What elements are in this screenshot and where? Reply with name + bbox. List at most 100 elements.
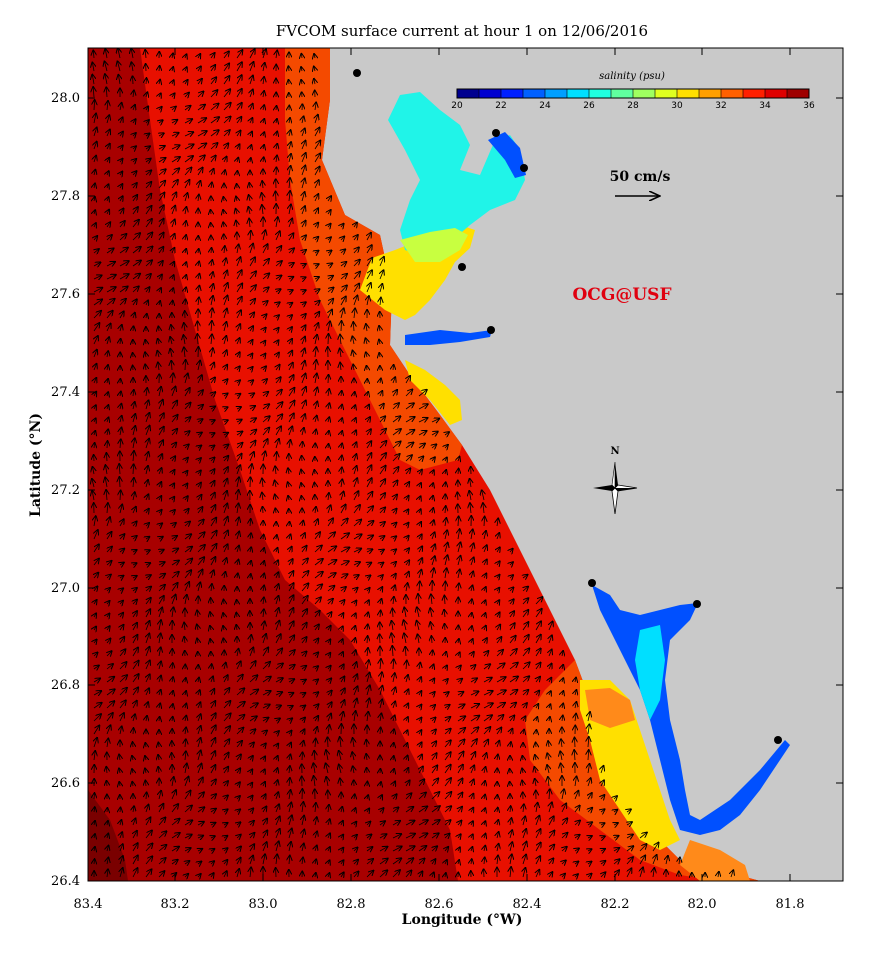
current-vector [352,336,354,345]
colorbar-swatch [457,89,480,98]
current-vector [276,231,280,241]
current-vector [120,172,122,175]
current-vector [106,299,115,306]
current-vector [301,483,302,487]
current-vector [119,464,120,475]
current-vector [276,217,278,228]
current-vector [158,205,164,215]
current-vector [354,430,356,435]
current-vector [94,128,97,137]
current-vector [171,157,180,163]
current-vector [198,361,200,371]
current-vector [133,159,136,162]
current-vector [146,287,150,292]
compass-north-label: N [610,446,619,457]
current-vector [120,491,121,501]
current-vector [211,321,212,332]
x-tick-label: 82.6 [425,897,454,912]
colorbar-swatch [655,89,678,98]
current-vector [289,303,292,305]
current-vector [237,131,241,136]
current-vector [328,334,329,345]
current-vector [223,64,229,72]
current-vector [237,245,239,254]
current-vector [197,131,207,137]
current-vector [132,261,141,267]
current-vector [315,374,317,384]
current-vector [249,430,256,436]
current-vector [224,271,227,280]
current-vector [94,236,97,240]
current-vector [275,402,283,410]
current-vector [158,158,166,162]
colorbar-swatch [545,89,568,98]
current-vector [250,406,255,409]
current-vector [340,274,347,279]
current-vector [159,120,163,123]
current-vector [392,429,401,436]
current-vector [185,445,189,449]
current-vector [185,67,187,71]
current-vector [380,379,381,384]
current-vector [107,351,108,358]
current-vector [184,323,185,332]
current-vector [223,103,231,111]
current-vector [393,365,394,370]
current-vector [302,428,304,436]
current-vector [171,401,177,410]
current-vector [146,426,150,436]
current-vector [328,375,329,384]
current-vector [159,440,163,449]
current-vector [107,365,108,370]
current-vector [328,276,333,279]
current-vector [367,453,371,462]
current-vector [328,263,332,266]
current-vector [198,249,199,253]
peace-river-mid [635,625,665,720]
current-vector [133,313,135,318]
current-vector [94,197,95,201]
current-vector [94,378,96,383]
current-vector [146,274,151,279]
current-vector [236,284,242,293]
current-vector [119,274,129,280]
current-vector [172,429,177,436]
current-vector [107,337,109,345]
current-vector [132,220,139,228]
current-vector [236,221,237,228]
current-vector [263,105,264,110]
current-vector [250,132,252,136]
current-vector [119,299,126,306]
current-vector [354,442,356,449]
current-vector [185,193,188,202]
current-vector [185,275,186,279]
current-vector [315,237,318,240]
current-vector [185,80,188,84]
current-vector [380,404,384,409]
current-vector [93,311,101,319]
current-vector [289,219,292,228]
current-vector [107,197,109,201]
colorbar-tick-label: 22 [495,101,506,111]
current-vector [262,273,269,280]
current-vector [458,469,459,475]
current-vector [224,407,228,409]
current-vector [289,375,294,384]
current-vector [250,158,251,162]
current-vector [211,363,214,371]
current-vector [92,63,94,72]
current-vector [315,103,316,111]
current-vector [379,326,380,331]
current-vector [211,407,215,410]
current-vector [276,119,277,123]
current-vector [185,417,190,422]
current-vector [314,54,315,58]
current-vector [171,168,179,176]
current-vector [133,438,135,449]
current-vector [276,132,277,136]
current-vector [250,393,254,396]
current-vector [107,379,108,383]
current-vector [94,431,95,435]
current-vector [170,337,172,345]
current-vector [289,80,290,84]
